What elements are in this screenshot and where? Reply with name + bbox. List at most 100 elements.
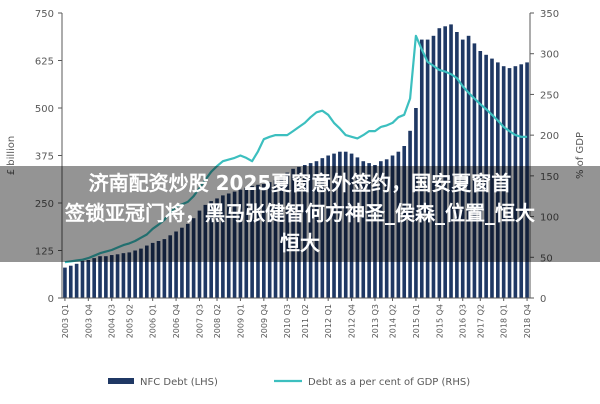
- bar: [145, 245, 149, 298]
- legend-bar-swatch: [108, 378, 134, 384]
- bar: [490, 58, 494, 298]
- bar: [455, 32, 459, 298]
- bar: [402, 146, 407, 298]
- bar: [273, 180, 278, 298]
- left-tick-label: 0: [48, 294, 54, 305]
- bar: [215, 198, 219, 298]
- bar: [338, 151, 342, 298]
- bar: [168, 235, 173, 298]
- bar: [221, 195, 225, 298]
- right-axis: 0 50 100 150 200 250 300 350 % of GDP: [529, 9, 586, 305]
- bar: [139, 248, 143, 298]
- x-tick-label: 2013 Q3: [371, 304, 380, 338]
- overlay-banner: [0, 166, 600, 262]
- legend-line-label: Debt as a per cent of GDP (RHS): [308, 377, 470, 388]
- bar: [349, 153, 354, 298]
- bar: [302, 165, 307, 298]
- bar: [525, 62, 529, 299]
- bar: [180, 227, 184, 298]
- x-tick-label: 2012 Q4: [348, 304, 357, 338]
- left-axis: 0 125 250 375 500 625 750 £ billion: [6, 9, 63, 305]
- legend: NFC Debt (LHS) Debt as a per cent of GDP …: [108, 377, 470, 388]
- x-tick-label: 2009 Q1: [236, 304, 245, 338]
- bar: [373, 165, 377, 298]
- x-tick-label: 2003 Q1: [61, 304, 70, 338]
- bar: [419, 39, 424, 298]
- x-tick-label: 2006 Q1: [149, 304, 158, 338]
- bar: [332, 153, 336, 298]
- x-tick-label: 2007 Q3: [195, 304, 204, 338]
- x-tick-label: 2011 Q2: [301, 304, 310, 338]
- bar: [104, 256, 108, 298]
- line-series-debt-gdp: [64, 34, 528, 264]
- bar: [431, 35, 436, 299]
- bar: [384, 159, 389, 298]
- left-axis-title: £ billion: [6, 136, 17, 175]
- bar: [496, 62, 500, 299]
- left-tick-label: 500: [35, 104, 54, 115]
- x-tick-label: 2009 Q4: [260, 304, 269, 338]
- bar: [449, 24, 453, 299]
- right-tick-label: 350: [540, 9, 559, 20]
- right-tick-label: 0: [540, 294, 546, 305]
- bar: [162, 239, 167, 298]
- overlay-line-3: 恒大: [280, 231, 320, 255]
- bar: [156, 241, 161, 298]
- bar: [484, 54, 488, 298]
- x-tick-label: 2018 Q4: [523, 304, 532, 338]
- bar: [501, 66, 506, 298]
- bar: [443, 26, 447, 299]
- overlay-caption[interactable]: 济南配资炒股 2025夏窗意外签约，国安夏窗首 签锁亚冠门将，黑马张健智何方神圣…: [0, 166, 600, 258]
- bar: [250, 185, 254, 298]
- bar: [291, 168, 295, 298]
- x-tick-label: 2015 Q4: [435, 304, 444, 338]
- bar: [355, 157, 360, 298]
- bar: [326, 155, 330, 298]
- bar: [343, 151, 348, 298]
- bar: [414, 108, 418, 298]
- bar: [308, 163, 313, 298]
- bar: [396, 151, 401, 298]
- bar: [238, 189, 243, 298]
- bar: [267, 182, 272, 298]
- right-tick-label: 150: [540, 172, 559, 183]
- x-tick-label: 2003 Q4: [84, 304, 93, 338]
- x-tick-label: 2005 Q2: [125, 304, 134, 338]
- bar: [127, 252, 132, 298]
- bar: [466, 35, 471, 299]
- x-tick-label: 2016 Q3: [459, 304, 468, 338]
- bar: [86, 260, 91, 298]
- bar: [361, 161, 366, 298]
- x-tick-label: 2017 Q2: [476, 304, 485, 338]
- overlay-line-2: 签锁亚冠门将，黑马张健智何方神圣_侯森_位置_恒大: [65, 201, 535, 225]
- bar: [74, 263, 79, 298]
- right-axis-title: % of GDP: [575, 132, 586, 179]
- bar: [115, 254, 120, 298]
- bar: [98, 256, 102, 298]
- left-tick-label: 250: [35, 199, 54, 210]
- x-tick-label: 2004 Q3: [108, 304, 117, 338]
- right-tick-label: 250: [540, 90, 559, 101]
- bar: [256, 184, 260, 298]
- bar: [244, 187, 249, 298]
- right-tick-label: 300: [540, 50, 559, 61]
- bar: [472, 43, 477, 299]
- x-tick-label: 2010 Q3: [283, 304, 292, 338]
- bar: [174, 231, 178, 298]
- bar: [185, 223, 190, 298]
- bar: [109, 255, 114, 298]
- bar: [285, 172, 290, 298]
- bar: [80, 260, 85, 298]
- bar: [367, 163, 371, 298]
- right-tick-label: 50: [540, 253, 553, 264]
- left-tick-label: 375: [35, 152, 54, 163]
- bar: [297, 166, 301, 298]
- left-tick-label: 750: [35, 9, 54, 20]
- bar: [150, 242, 155, 298]
- bar: [133, 250, 137, 298]
- bar: [209, 201, 213, 298]
- bar: [68, 265, 73, 298]
- bar: [203, 204, 208, 298]
- left-tick-label: 125: [35, 247, 54, 258]
